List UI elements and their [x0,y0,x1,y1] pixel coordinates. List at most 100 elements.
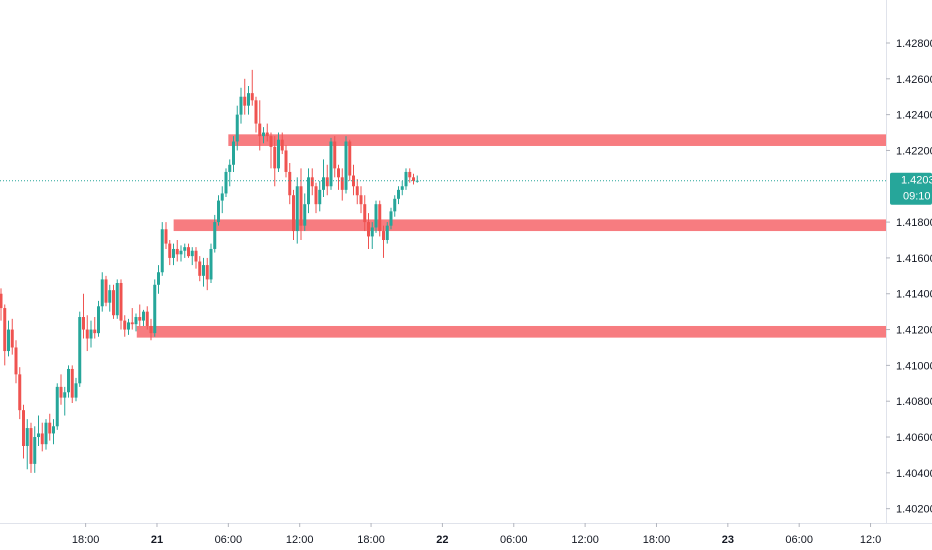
candle [67,365,70,398]
candle [202,257,205,287]
candle [142,309,145,326]
candle [130,308,134,330]
zone-1[interactable] [228,134,886,146]
price-tick-label: 1.41600 [896,253,932,265]
candle [352,164,355,196]
candle [363,195,367,232]
candle [310,168,314,196]
price-tick-label: 1.41200 [896,325,932,337]
candle [232,136,235,172]
candle [175,240,179,262]
candle [322,159,325,198]
candle [59,374,63,405]
candle [70,365,74,403]
time-tick-label: 18:00 [357,534,385,546]
time-tick-label: 18:00 [72,534,100,546]
candle [179,245,183,262]
candle [412,173,415,185]
candle [55,383,59,430]
time-tick-label: 12:00 [286,534,314,546]
last-price-badge-box [890,172,932,205]
candle [194,247,198,269]
candle [160,222,164,276]
candle [190,247,194,266]
candle [25,419,29,470]
candle [33,426,37,473]
candle [382,225,385,258]
candle [85,315,89,352]
price-axis[interactable]: 1.42800 1.42600 1.42400 1.42200 1.41800 1.416… [886,38,932,516]
candle [280,132,284,155]
candle [359,186,363,214]
price-tick-label: 1.41400 [896,289,932,301]
time-tick-label: 12:00 [571,534,599,546]
candle [164,222,168,249]
candle [397,186,400,205]
price-tick-label: 1.41000 [896,360,932,372]
time-axis[interactable]: 18:00 21 06:00 12:00 18:00 22 06:00 12:00 18:00 2… [72,523,881,546]
candle [119,279,123,330]
candle [370,222,374,249]
candle [389,207,393,230]
candle [307,168,310,214]
candle [385,222,389,244]
price-tick-label: 1.40800 [896,396,932,408]
candle [153,279,157,337]
candle [254,96,258,133]
candle [37,415,40,446]
candle [228,159,232,187]
time-tick-label: 23 [722,534,734,546]
last-price-badge: 1.42031 09:10 [890,172,932,205]
candle [318,180,322,212]
candle [7,320,10,357]
candle [198,256,202,282]
candle [224,168,228,198]
candle [183,243,187,258]
candle [303,193,307,232]
candle [82,293,85,339]
candle [344,136,348,194]
price-tick-label: 1.41800 [896,217,932,229]
candle [295,177,299,244]
candle [340,168,344,201]
candle [355,179,359,205]
time-tick-label: 06:00 [500,534,528,546]
price-tick-label: 1.40600 [896,432,932,444]
zone-3[interactable] [136,325,886,338]
candle [14,340,18,384]
zone-2[interactable] [173,219,887,232]
candle [325,164,329,196]
candle [374,200,378,233]
candle [258,100,262,151]
time-tick-label: 18:00 [643,534,671,546]
candle [348,139,352,181]
candle [250,69,254,106]
candle [168,240,172,266]
support-resistance-zones [136,134,887,338]
candle [10,318,14,355]
candle [157,265,160,294]
candle [404,168,408,190]
candle [239,87,243,124]
candle [284,145,288,178]
candle [63,386,67,416]
price-tick-label: 1.42400 [896,110,932,122]
candle [74,377,78,402]
candle [408,168,412,183]
candle [108,284,112,312]
candle [273,136,277,187]
candle [52,419,55,445]
price-tick-label: 1.40200 [896,504,932,516]
candle [205,257,209,291]
candle [29,422,33,473]
candle [265,123,269,142]
price-tick-label: 1.42800 [896,38,932,50]
candle [337,164,340,190]
candle [269,132,273,169]
price-tick-label: 1.42600 [896,74,932,86]
last-price-label: 1.42031 [901,175,932,187]
candle [89,320,93,348]
candle [235,105,239,151]
